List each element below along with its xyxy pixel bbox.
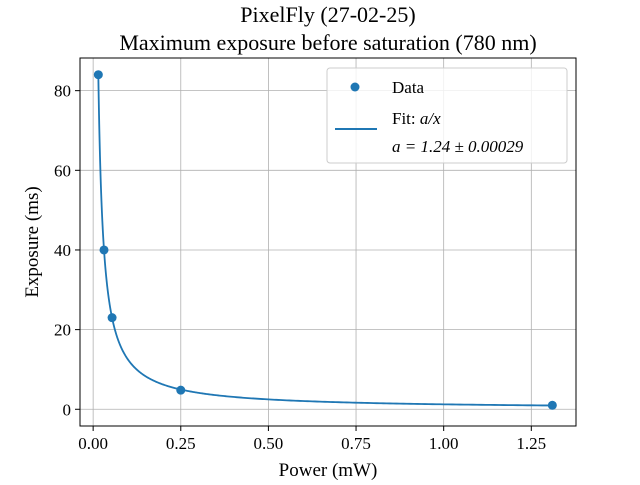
- x-tick-label: 0.00: [78, 434, 108, 453]
- x-axis-ticks: 0.00 0.25 0.50 0.75 1.00 1.25: [78, 426, 546, 453]
- data-point: [99, 245, 109, 255]
- data-point: [93, 70, 103, 80]
- legend-fit-parameter: a = 1.24 ± 0.00029: [392, 137, 524, 156]
- x-tick-label: 0.50: [254, 434, 284, 453]
- data-point: [107, 313, 117, 323]
- y-axis-ticks: 0 20 40 60 80: [54, 82, 80, 419]
- y-axis-label: Exposure (ms): [22, 186, 43, 297]
- legend-data-marker: [350, 82, 360, 92]
- data-point: [176, 385, 186, 395]
- legend-data-label: Data: [392, 78, 425, 97]
- plot-frame: [79, 57, 577, 427]
- chart-title-line-2: Maximum exposure before saturation (780 …: [119, 30, 536, 55]
- x-tick-label: 1.25: [516, 434, 546, 453]
- y-tick-label: 0: [63, 400, 72, 419]
- data-points-layer: [93, 70, 557, 410]
- legend: Data Fit: a/x a = 1.24 ± 0.00029: [326, 67, 568, 164]
- x-tick-label: 1.00: [429, 434, 459, 453]
- data-point: [547, 400, 557, 410]
- y-tick-label: 40: [54, 241, 71, 260]
- x-tick-label: 0.75: [341, 434, 371, 453]
- y-tick-label: 60: [54, 161, 71, 180]
- x-tick-label: 0.25: [166, 434, 196, 453]
- chart-title-line-1: PixelFly (27-02-25): [240, 2, 415, 27]
- y-tick-label: 20: [54, 321, 71, 340]
- legend-box: [326, 67, 568, 164]
- y-tick-label: 80: [54, 82, 71, 101]
- legend-fit-prefix: Fit:: [392, 109, 420, 128]
- legend-fit-label: Fit: a/x: [392, 109, 441, 128]
- legend-fit-math: a/x: [420, 109, 441, 128]
- x-axis-label: Power (mW): [279, 460, 378, 480]
